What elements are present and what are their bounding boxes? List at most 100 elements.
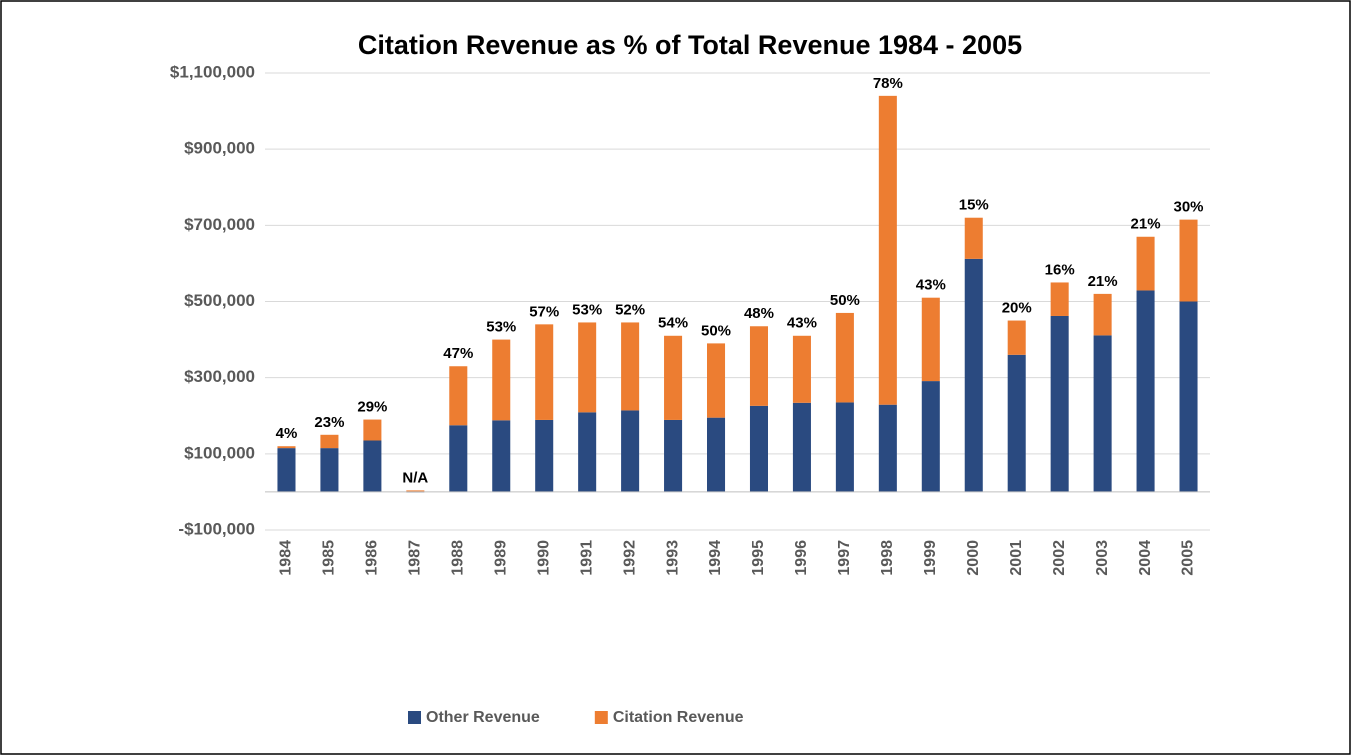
y-tick-label: $900,000 xyxy=(184,139,255,158)
bar-segment xyxy=(835,402,854,492)
bar-segment xyxy=(449,366,468,426)
bar-segment xyxy=(621,322,640,411)
x-tick-label: 1998 xyxy=(879,540,896,576)
x-tick-label: 1989 xyxy=(492,540,509,576)
x-tick-label: 2002 xyxy=(1051,540,1068,576)
percent-label: 50% xyxy=(830,292,860,309)
percent-label: 21% xyxy=(1131,216,1161,233)
bar-segment xyxy=(1093,335,1112,492)
bar-segment xyxy=(320,448,339,492)
percent-label: 29% xyxy=(357,399,387,416)
y-tick-label: $1,100,000 xyxy=(170,62,255,81)
bar-segment xyxy=(363,440,382,492)
x-tick-label: 1985 xyxy=(321,540,338,576)
bar-segment xyxy=(492,420,511,492)
x-tick-label: 1991 xyxy=(578,540,595,576)
x-tick-label: 1990 xyxy=(535,540,552,576)
bar-segment xyxy=(535,324,554,420)
x-tick-label: 1993 xyxy=(664,540,681,576)
percent-label: 16% xyxy=(1045,261,1075,278)
bar-segment xyxy=(1050,282,1069,316)
y-tick-label: $300,000 xyxy=(184,367,255,386)
bar-segment xyxy=(449,425,468,492)
bar-segment xyxy=(835,312,854,403)
bar-segment xyxy=(621,410,640,492)
percent-label: 50% xyxy=(701,322,731,339)
bar-segment xyxy=(964,258,983,492)
legend-swatch xyxy=(594,711,608,724)
bar-segment xyxy=(363,419,382,441)
legend-swatch xyxy=(408,711,421,724)
bar-segment xyxy=(1179,219,1198,302)
x-tick-label: 2000 xyxy=(965,540,982,576)
x-tick-label: 1987 xyxy=(407,540,424,576)
percent-label: 47% xyxy=(443,345,473,362)
percent-label: 4% xyxy=(276,425,298,442)
x-tick-label: 2005 xyxy=(1180,540,1197,576)
x-tick-label: 1996 xyxy=(793,540,810,576)
percent-label: 53% xyxy=(572,301,602,318)
percent-label: 21% xyxy=(1088,273,1118,290)
x-tick-label: 1992 xyxy=(621,540,638,576)
percent-label: 23% xyxy=(314,414,344,431)
bar-segment xyxy=(1179,301,1198,492)
bar-segment xyxy=(749,326,768,406)
bar-segment xyxy=(277,448,296,492)
x-tick-label: 2003 xyxy=(1094,540,1111,576)
bar-segment xyxy=(921,381,940,492)
percent-label: 78% xyxy=(873,75,903,92)
bar-segment xyxy=(792,402,811,492)
bar-segment xyxy=(664,335,683,420)
x-tick-label: 1997 xyxy=(836,540,853,576)
bar-segment xyxy=(707,343,726,418)
bar-segment xyxy=(878,404,897,492)
bar-segment xyxy=(1007,320,1026,355)
x-tick-label: 1986 xyxy=(364,540,381,576)
bar-segment xyxy=(707,417,726,492)
percent-label: 57% xyxy=(529,303,559,320)
bar-segment xyxy=(664,419,683,492)
percent-label: 53% xyxy=(486,319,516,336)
percent-label: 54% xyxy=(658,315,688,332)
percent-label: 20% xyxy=(1002,300,1032,317)
percent-label: 43% xyxy=(916,277,946,294)
percent-label: N/A xyxy=(402,469,428,486)
chart-title: Citation Revenue as % of Total Revenue 1… xyxy=(358,30,1022,60)
percent-label: 52% xyxy=(615,301,645,318)
bar-segment xyxy=(1093,293,1112,336)
legend-label: Other Revenue xyxy=(426,709,540,726)
x-tick-label: 2004 xyxy=(1137,540,1154,576)
y-tick-label: $700,000 xyxy=(184,215,255,234)
x-tick-label: 1995 xyxy=(750,540,767,576)
bar-segment xyxy=(792,335,811,403)
x-tick-label: 1999 xyxy=(922,540,939,576)
percent-label: 30% xyxy=(1174,199,1204,216)
bar-segment xyxy=(406,490,425,492)
bar-segment xyxy=(277,446,296,449)
bar-segment xyxy=(1050,315,1069,492)
legend-label: Citation Revenue xyxy=(613,709,744,726)
bar-segment xyxy=(320,434,339,449)
bar-segment xyxy=(535,419,554,492)
y-tick-label: $100,000 xyxy=(184,443,255,462)
bar-segment xyxy=(1007,354,1026,492)
percent-label: 43% xyxy=(787,315,817,332)
bar-segment xyxy=(1136,236,1155,291)
y-tick-label: -$100,000 xyxy=(178,519,255,538)
y-tick-label: $500,000 xyxy=(184,291,255,310)
bar-segment xyxy=(749,405,768,492)
x-tick-label: 2001 xyxy=(1008,540,1025,576)
bar-segment xyxy=(878,95,897,405)
percent-label: 48% xyxy=(744,305,774,322)
bar-segment xyxy=(492,339,511,421)
bar-segment xyxy=(578,412,597,492)
bar-segment xyxy=(921,297,940,382)
percent-label: 15% xyxy=(959,197,989,214)
bar-segment xyxy=(1136,290,1155,492)
bar-segment xyxy=(578,322,597,413)
x-tick-label: 1988 xyxy=(450,540,467,576)
bar-segment xyxy=(964,217,983,259)
x-tick-label: 1994 xyxy=(707,540,724,576)
